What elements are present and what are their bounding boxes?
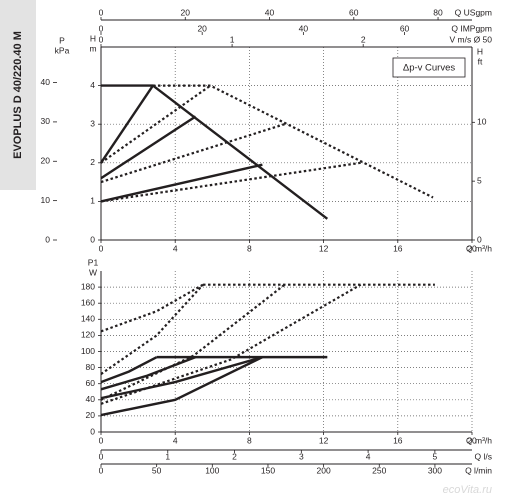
curve [100, 355, 263, 400]
x-tick-label: 16 [393, 435, 403, 445]
y-axis-label: W [89, 267, 97, 277]
axis-tick-label: 0 [99, 465, 104, 475]
axis-tick-label: 20 [197, 23, 207, 33]
axis-tick-label: 0 [99, 7, 104, 17]
y-tick-label: 60 [86, 378, 96, 388]
axis-tick-label: 40 [265, 7, 275, 17]
axis-tick-label: 40 [299, 23, 309, 33]
legend-box [392, 57, 466, 78]
axis-tick-label: 0 [99, 451, 104, 461]
axis-tick-label: 0 [99, 34, 104, 44]
axis-tick-label: 40 [41, 77, 51, 87]
watermark: ecoVita.ru [443, 484, 492, 496]
axis-tick-label: 20 [41, 156, 51, 166]
x-tick-label: 20 [467, 435, 477, 445]
x-tick-label: 0 [99, 435, 104, 445]
x-tick-label: 4 [173, 243, 178, 253]
axis-tick-label: 150 [261, 465, 275, 475]
axis-tick-label: 30 [41, 116, 51, 126]
sidebar-title: EVOPLUS D 40/220.40 M [12, 31, 24, 159]
x-axis-label: Q m³/h [466, 435, 492, 445]
axis-tick-label: 60 [400, 23, 410, 33]
curve [100, 356, 263, 417]
curve [100, 84, 212, 164]
axis-label: H [477, 46, 483, 56]
axis-tick-label: 0 [45, 234, 50, 244]
axis-tick-label: 0 [477, 234, 482, 244]
y-tick-label: 80 [86, 362, 96, 372]
axis-label: V m/s Ø 50 [449, 34, 492, 44]
y-axis-label: P1 [88, 257, 99, 267]
axis-tick-label: 1 [230, 34, 235, 44]
curve [100, 161, 361, 203]
x-tick-label: 8 [247, 243, 252, 253]
axis-label: kPa [55, 45, 70, 55]
y-tick-label: 4 [90, 80, 95, 90]
x-tick-label: 0 [99, 243, 104, 253]
y-tick-label: 0 [90, 234, 95, 244]
axis-tick-label: 60 [349, 7, 359, 17]
y-tick-label: 180 [81, 281, 95, 291]
axis-tick-label: 1 [165, 451, 170, 461]
y-tick-label: 1 [90, 196, 95, 206]
axis-tick-label: 3 [299, 451, 304, 461]
x-tick-label: 16 [393, 243, 403, 253]
axis-tick-label: 200 [317, 465, 331, 475]
y-tick-label: 140 [81, 314, 95, 324]
y-tick-label: 2 [90, 157, 95, 167]
axis-label: P [59, 35, 65, 45]
axis-tick-label: 10 [41, 195, 51, 205]
x-tick-label: 20 [467, 243, 477, 253]
axis-tick-label: 2 [361, 34, 366, 44]
legend-text: Δp-v Curves [403, 63, 456, 74]
axis-label: Q l/s [475, 451, 492, 461]
y-tick-label: 120 [81, 330, 95, 340]
x-axis-label: Q m³/h [466, 243, 492, 253]
axis-label: Q l/min [465, 465, 492, 475]
y-axis-label: H [90, 33, 96, 43]
y-tick-label: 40 [86, 394, 96, 404]
axis-tick-label: 0 [99, 23, 104, 33]
axis-tick-label: 250 [372, 465, 386, 475]
y-axis-label: m [89, 43, 96, 53]
axis-tick-label: 100 [205, 465, 219, 475]
y-tick-label: 20 [86, 410, 96, 420]
y-tick-label: 0 [90, 426, 95, 436]
axis-tick-label: 50 [152, 465, 162, 475]
axis-tick-label: 80 [433, 7, 443, 17]
curve [100, 84, 154, 164]
axis-tick-label: 10 [477, 117, 487, 127]
axis-tick-label: 5 [477, 175, 482, 185]
y-tick-label: 100 [81, 346, 95, 356]
curve [100, 115, 197, 180]
curve [100, 123, 285, 184]
curve [100, 283, 286, 401]
curve [100, 356, 158, 384]
axis-label: Q USgpm [455, 7, 492, 17]
y-tick-label: 3 [90, 118, 95, 128]
x-tick-label: 12 [319, 435, 329, 445]
y-tick-label: 160 [81, 297, 95, 307]
axis-tick-label: 5 [433, 451, 438, 461]
curve [100, 283, 362, 405]
axis-label: Q IMPgpm [451, 23, 492, 33]
x-tick-label: 4 [173, 435, 178, 445]
axis-tick-label: 2 [232, 451, 237, 461]
x-tick-label: 12 [319, 243, 329, 253]
x-tick-label: 8 [247, 435, 252, 445]
axis-tick-label: 300 [428, 465, 442, 475]
curve [100, 163, 263, 203]
axis-tick-label: 20 [181, 7, 191, 17]
axis-label: ft [478, 56, 483, 66]
sidebar [0, 0, 36, 190]
curve [100, 283, 204, 333]
axis-tick-label: 4 [366, 451, 371, 461]
curve [101, 84, 329, 220]
